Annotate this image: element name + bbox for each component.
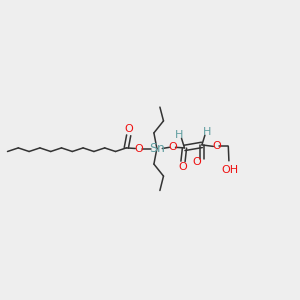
Text: O: O <box>192 157 201 167</box>
Text: OH: OH <box>222 165 239 175</box>
Text: Sn: Sn <box>149 142 165 155</box>
Text: O: O <box>168 142 177 152</box>
Text: O: O <box>178 162 187 172</box>
Text: H: H <box>175 130 183 140</box>
Text: O: O <box>124 124 133 134</box>
Text: O: O <box>134 143 143 154</box>
Text: H: H <box>203 127 212 137</box>
Text: O: O <box>212 141 221 152</box>
